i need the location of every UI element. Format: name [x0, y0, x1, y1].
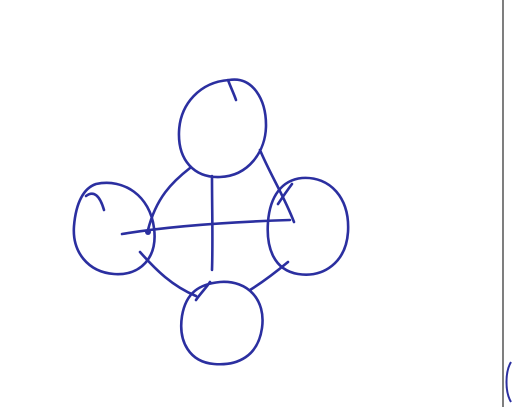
- ink-dot: [145, 229, 151, 235]
- nodes: [72, 78, 350, 366]
- edge-left-bottom: [138, 250, 198, 298]
- edge-top-right: [258, 148, 296, 224]
- node-top: [177, 78, 268, 179]
- edge-top-left: [146, 166, 192, 232]
- node-left: [72, 181, 156, 276]
- edge-right-bottom: [248, 260, 290, 292]
- page-edge: [502, 0, 512, 407]
- node-bottom: [179, 280, 264, 366]
- node-right: [266, 176, 350, 276]
